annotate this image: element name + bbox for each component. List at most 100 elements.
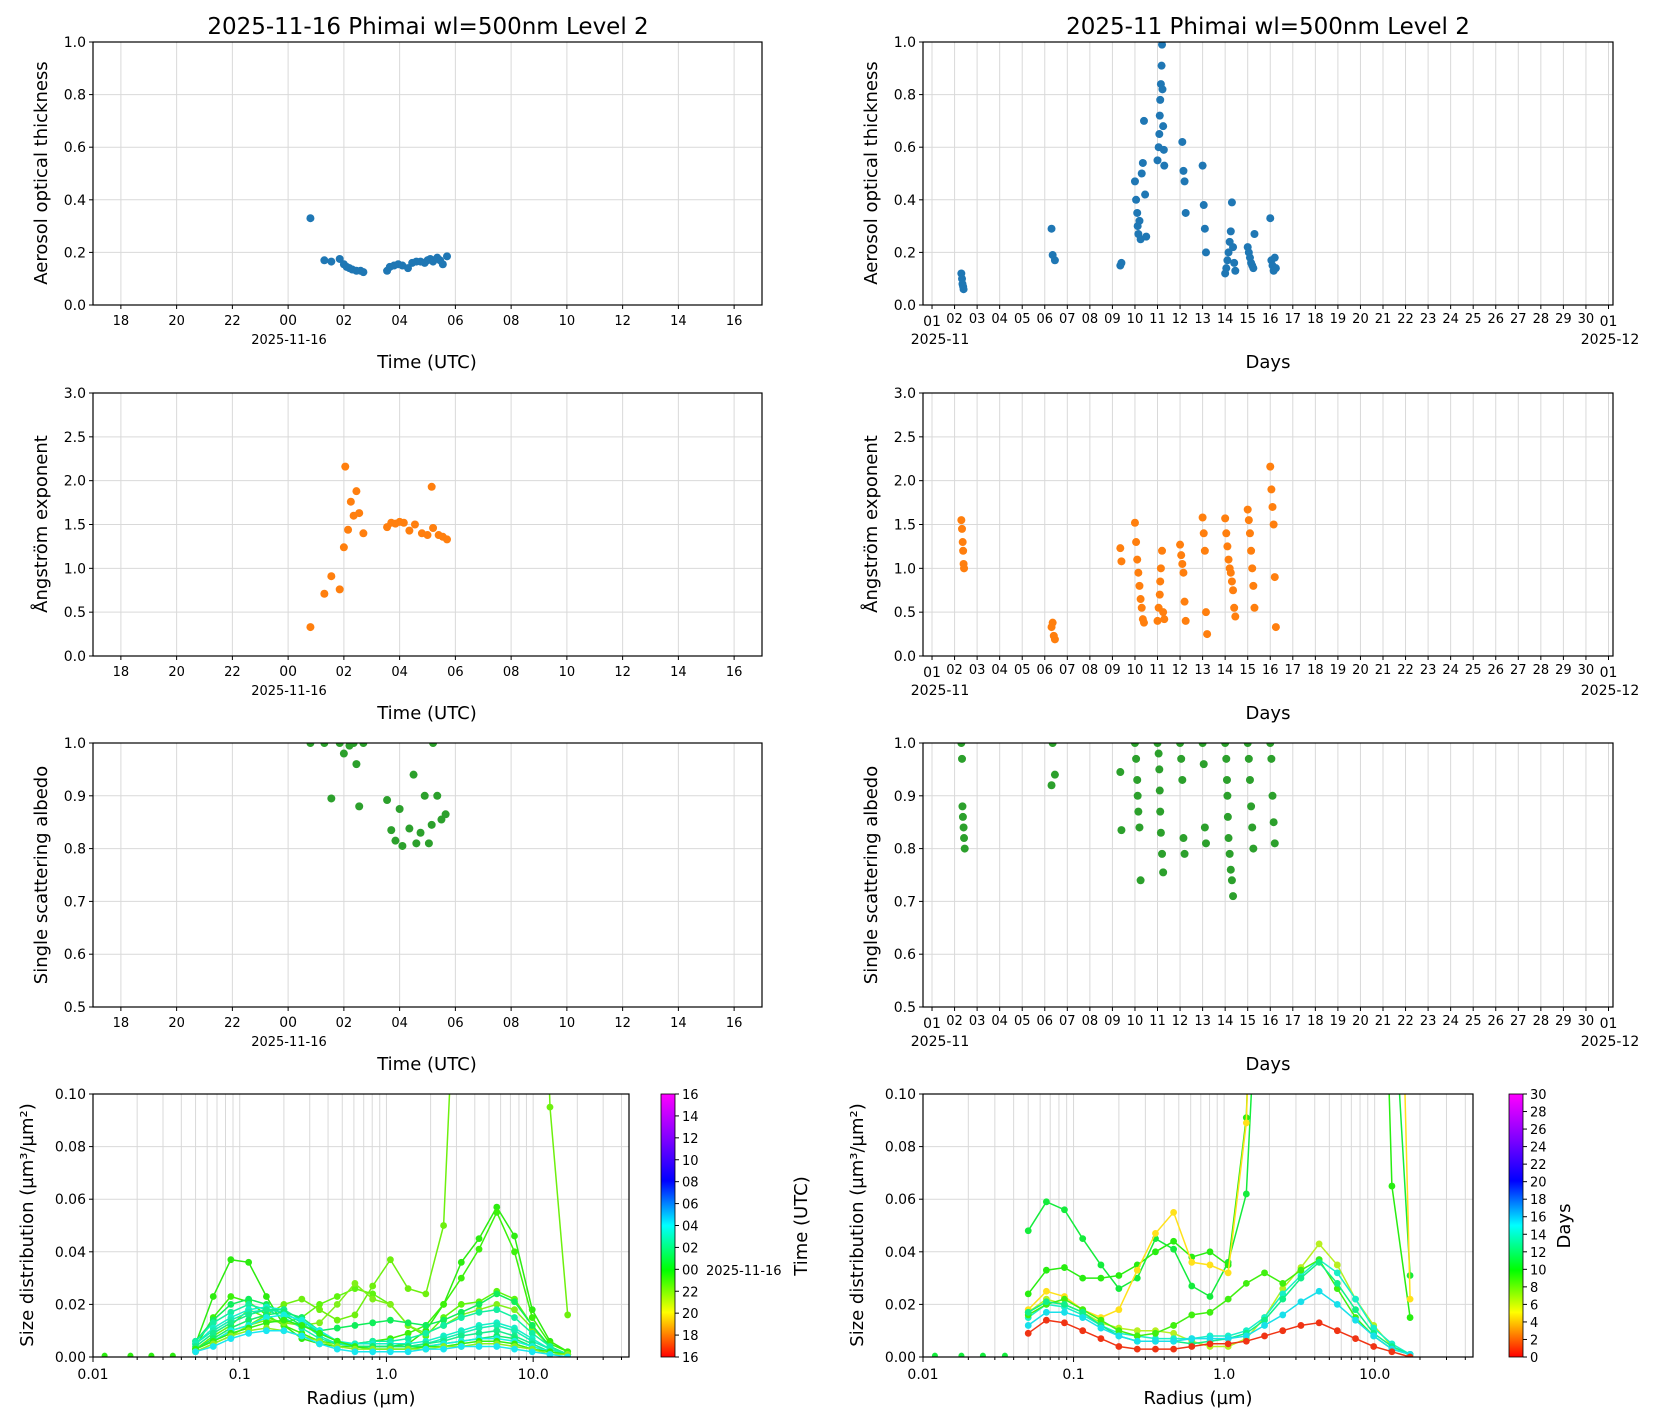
data-point bbox=[1199, 760, 1208, 769]
colorbar-tick-label: 16 bbox=[682, 1088, 699, 1103]
data-point bbox=[1201, 839, 1210, 848]
x-tick-label: 20 bbox=[168, 665, 185, 680]
y-tick-label: 2.5 bbox=[894, 430, 916, 446]
data-point bbox=[1176, 743, 1185, 747]
colorbar-gradient bbox=[1508, 1093, 1524, 1358]
size-distribution-point bbox=[1333, 1269, 1341, 1277]
data-point bbox=[1271, 264, 1280, 273]
data-point bbox=[327, 257, 336, 266]
size-distribution-point bbox=[1152, 1329, 1159, 1337]
size-distribution-point bbox=[1061, 1301, 1068, 1308]
data-point bbox=[399, 518, 408, 527]
data-point bbox=[1156, 577, 1165, 586]
size-distribution-point bbox=[457, 1332, 465, 1340]
data-point bbox=[1137, 603, 1146, 612]
size-distribution-point bbox=[1170, 1329, 1178, 1337]
size-distribution-line bbox=[195, 1327, 568, 1356]
axis-ticks: 0.0 0.2 0.4 0.6 0.8 1.0 18 20 22 00 02 04 06 08 10 12 14… bbox=[64, 35, 743, 329]
time-colorbar: 16 18 20 22 00 02 04 06 08 10 12 14 16 bbox=[660, 1088, 699, 1366]
size-distribution-point bbox=[1297, 1274, 1305, 1282]
size-distribution-point bbox=[1352, 1316, 1359, 1324]
size-distribution-point bbox=[1297, 1322, 1305, 1329]
size-distribution-line bbox=[195, 1282, 569, 1356]
y-axis-label: Size distribution (µm³/µm²) bbox=[847, 1103, 868, 1346]
x-tick-label: 21 bbox=[1375, 663, 1392, 678]
y-axis-label: Single scattering albedo bbox=[31, 766, 52, 984]
data-point bbox=[960, 564, 969, 573]
data-point bbox=[1269, 818, 1278, 827]
x-tick-label: 14 bbox=[1217, 663, 1234, 678]
data-point bbox=[1136, 595, 1145, 604]
data-point bbox=[1226, 568, 1235, 577]
data-point bbox=[1142, 232, 1151, 241]
x-tick-label: 22 bbox=[224, 665, 241, 680]
data-point bbox=[1137, 169, 1146, 178]
monthly-ssa-panel: 0.5 0.6 0.7 0.8 0.9 1.0 01 02 03 04 05 06 07 08 09 10 11… bbox=[861, 736, 1639, 1075]
y-tick-label: 0.7 bbox=[894, 894, 916, 910]
size-distribution-point bbox=[1224, 1335, 1232, 1342]
data-point bbox=[391, 836, 400, 845]
size-distribution-point bbox=[227, 1256, 235, 1264]
y-tick-label: 0.5 bbox=[64, 1000, 86, 1016]
x-tick-label: 09 bbox=[1104, 663, 1121, 678]
colorbar-gradient bbox=[660, 1093, 676, 1358]
size-distribution-point bbox=[475, 1324, 483, 1332]
x-tick-label: 09 bbox=[1104, 1014, 1121, 1029]
colorbar-tick-label: 30 bbox=[1530, 1088, 1547, 1103]
size-distribution-point bbox=[1133, 1345, 1141, 1353]
data-point bbox=[1047, 781, 1056, 790]
size-distribution-point bbox=[457, 1301, 465, 1308]
data-point bbox=[320, 256, 329, 265]
size-distribution-point bbox=[1406, 1353, 1414, 1357]
data-point bbox=[1130, 177, 1139, 186]
daily-chart-title: 2025-11-16 Phimai wl=500nm Level 2 bbox=[207, 14, 648, 40]
colorbar-tick-label: 24 bbox=[1530, 1141, 1547, 1156]
data-point bbox=[355, 509, 364, 518]
y-tick-label: 0.4 bbox=[894, 193, 916, 209]
data-point bbox=[1047, 224, 1056, 233]
size-distribution-point bbox=[386, 1348, 394, 1356]
data-point bbox=[1132, 195, 1141, 204]
y-tick-label: 3.0 bbox=[64, 386, 86, 402]
x-tick-label: 11 bbox=[1149, 312, 1166, 327]
data-point bbox=[1155, 111, 1164, 120]
colorbar-tick-label: 14 bbox=[1530, 1228, 1547, 1243]
size-distribution-point bbox=[1261, 1332, 1268, 1340]
y-tick-label: 0.04 bbox=[55, 1245, 86, 1261]
x-tick-label: 26 bbox=[1487, 663, 1504, 678]
colorbar-tick-label: 22 bbox=[682, 1285, 699, 1300]
data-point bbox=[1117, 557, 1126, 566]
data-point bbox=[359, 268, 368, 277]
size-distribution-point bbox=[493, 1327, 501, 1335]
size-distribution-point bbox=[546, 1103, 554, 1111]
data-point bbox=[429, 743, 438, 747]
x-tick-label: 08 bbox=[1082, 663, 1099, 678]
size-distribution-point bbox=[1261, 1316, 1268, 1324]
size-distribution-point bbox=[386, 1316, 394, 1324]
axis-ticks: 0.0 0.5 1.0 1.5 2.0 2.5 3.0 18 20 22 00 02 04 06 08 10 1… bbox=[64, 386, 743, 680]
end-month-label: 2025-12 bbox=[1581, 1034, 1640, 1050]
y-tick-label: 0.7 bbox=[64, 894, 86, 910]
x-tick-label: 0.1 bbox=[229, 1367, 251, 1383]
size-distribution-point bbox=[422, 1322, 430, 1329]
axis-ticks: 0.5 0.6 0.7 0.8 0.9 1.0 18 20 22 00 02 04 06 08 10 12 14… bbox=[64, 736, 743, 1031]
size-distribution-point bbox=[404, 1329, 412, 1337]
data-point bbox=[339, 749, 348, 758]
data-points bbox=[957, 743, 1279, 901]
size-distribution-line bbox=[1027, 1290, 1411, 1356]
data-point bbox=[958, 538, 967, 547]
size-distribution-point bbox=[127, 1352, 134, 1357]
x-tick-label: 28 bbox=[1533, 312, 1550, 327]
x-tick-label: 16 bbox=[726, 665, 743, 680]
data-point bbox=[1248, 564, 1257, 573]
data-point bbox=[1180, 597, 1189, 606]
size-distribution-point bbox=[263, 1319, 270, 1327]
x-tick-label: 01 bbox=[1600, 1016, 1618, 1032]
size-distribution-point bbox=[227, 1293, 235, 1300]
size-distribution-point bbox=[546, 1350, 554, 1357]
size-distribution-point bbox=[1079, 1314, 1087, 1321]
y-tick-label: 1.5 bbox=[894, 518, 916, 534]
size-distribution-point bbox=[369, 1348, 377, 1356]
monthly-angstrom-panel: 0.0 0.5 1.0 1.5 2.0 2.5 3.0 01 02 03 04 05 06 07 08 09 1… bbox=[860, 386, 1639, 724]
data-point bbox=[427, 820, 436, 829]
